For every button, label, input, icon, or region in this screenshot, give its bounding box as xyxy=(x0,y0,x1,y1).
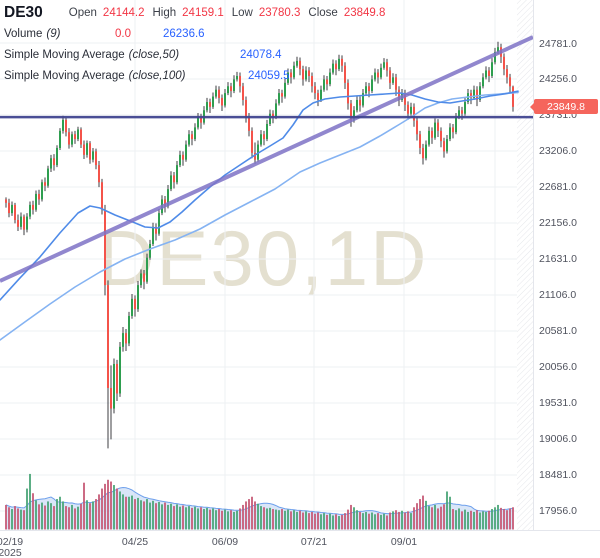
price-tick-label: 20056.0 xyxy=(539,361,577,374)
low-label: Low xyxy=(231,6,253,19)
price-tick-label: 21106.0 xyxy=(539,289,577,302)
legend-symbol-row[interactable]: DE30 Open 24144.2 High 24159.1 Low 23780… xyxy=(4,2,434,23)
date-label: 06/09 xyxy=(211,536,239,548)
high-label: High xyxy=(152,6,177,19)
chart-legend: DE30 Open 24144.2 High 24159.1 Low 23780… xyxy=(4,2,434,86)
low-value: 23780.3 xyxy=(258,6,301,19)
price-tick-label: 24256.0 xyxy=(539,73,577,86)
price-tick-label: 24781.0 xyxy=(539,37,577,50)
price-tick-label: 23206.0 xyxy=(539,145,577,158)
sma100-param: (close,100) xyxy=(128,69,186,82)
volume-value-1: 0.0 xyxy=(115,27,131,40)
sma100-label: Simple Moving Average xyxy=(4,69,125,82)
symbol-title[interactable]: DE30 xyxy=(4,3,43,21)
price-tick-label: 19531.0 xyxy=(539,397,577,410)
price-tick-label: 18481.0 xyxy=(539,469,577,482)
price-axis[interactable]: 24781.0 24256.0 23731.0 23206.0 22681.0 22156… xyxy=(533,0,600,530)
price-tick-label: 22156.0 xyxy=(539,217,577,230)
sma50-param: (close,50) xyxy=(128,48,180,61)
volume-param: (9) xyxy=(46,27,61,40)
sma50-value: 24078.4 xyxy=(240,48,282,61)
price-tick-label: 19006.0 xyxy=(539,433,577,446)
close-value: 23849.8 xyxy=(343,6,386,19)
date-label: 07/21 xyxy=(300,536,328,548)
sma100-value: 24059.5 xyxy=(248,69,290,82)
close-label: Close xyxy=(308,6,338,19)
sma50-label: Simple Moving Average xyxy=(4,48,125,61)
legend-volume-row[interactable]: Volume (9) 0.0 26236.6 xyxy=(4,23,434,44)
price-tick-label: 21631.0 xyxy=(539,253,577,266)
volume-value-2: 26236.6 xyxy=(163,27,205,40)
price-tick-label: 17956.0 xyxy=(539,505,577,518)
date-label: 09/01 xyxy=(390,536,418,548)
date-label: 04/25 xyxy=(121,536,149,548)
volume-label: Volume xyxy=(4,27,43,40)
legend-sma50-row[interactable]: Simple Moving Average (close,50) 24078.4 xyxy=(4,44,434,65)
high-value: 24159.1 xyxy=(182,6,224,19)
open-value: 24144.2 xyxy=(102,6,145,19)
open-label: Open xyxy=(68,6,97,19)
legend-sma100-row[interactable]: Simple Moving Average (close,100) 24059.… xyxy=(4,65,434,86)
last-price-badge: 23849.8 xyxy=(530,99,598,115)
price-tick-label: 22681.0 xyxy=(539,181,577,194)
price-tick-label: 20581.0 xyxy=(539,325,577,338)
